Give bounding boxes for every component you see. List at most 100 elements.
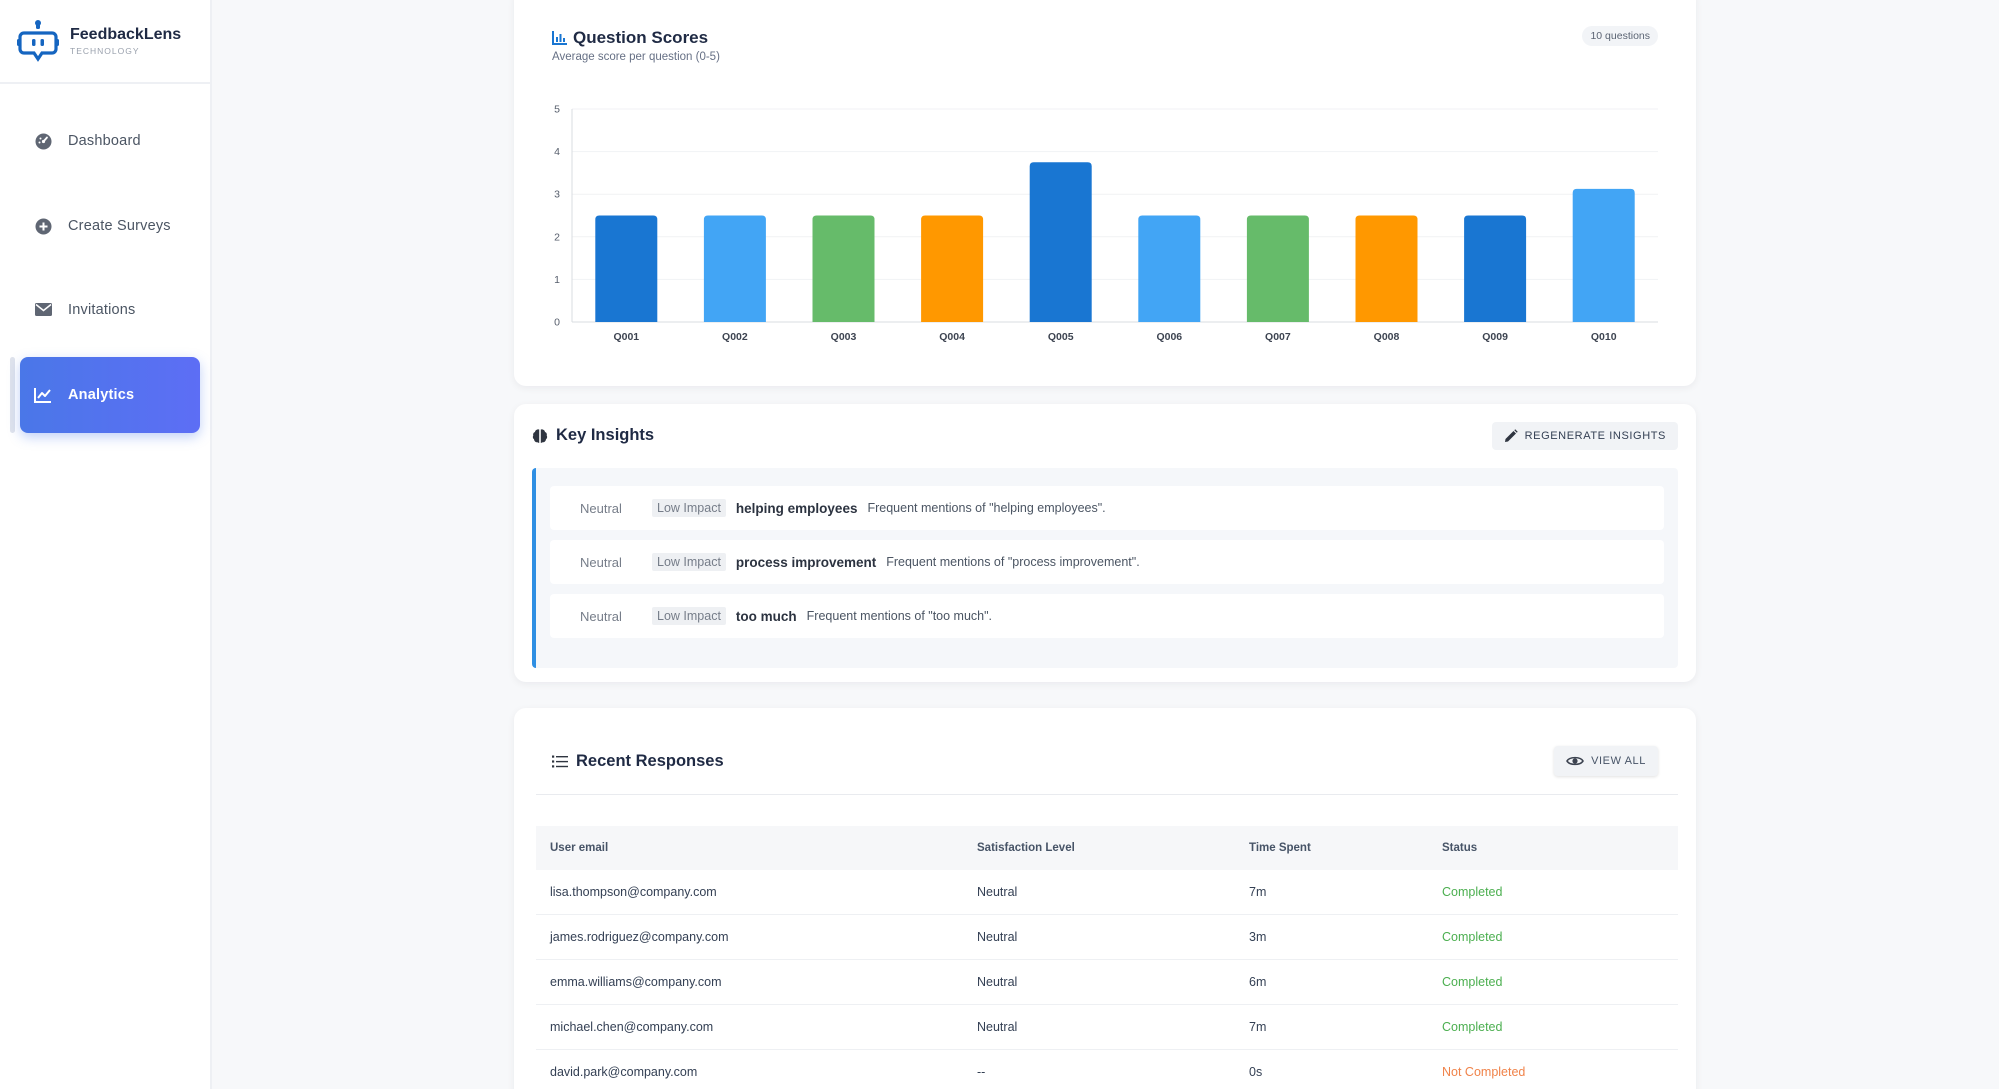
brand[interactable]: FeedbackLens TECHNOLOGY xyxy=(0,0,210,84)
cell-satisfaction: Neutral xyxy=(977,885,1018,899)
nav-item-invitations[interactable]: Invitations xyxy=(20,272,200,348)
cell-status: Completed xyxy=(1442,975,1503,989)
eye-icon xyxy=(1566,755,1584,767)
brand-name: FeedbackLens xyxy=(70,26,182,43)
cell-email: emma.williams@company.com xyxy=(550,975,722,989)
nav-item-dashboard[interactable]: Dashboard xyxy=(20,103,200,179)
view-all-button[interactable]: VIEW ALL xyxy=(1554,746,1658,776)
cell-satisfaction: -- xyxy=(977,1065,986,1079)
sidebar: FeedbackLens TECHNOLOGY Dashboard Create… xyxy=(0,0,212,1089)
cell-satisfaction: Neutral xyxy=(977,930,1018,944)
cell-email: david.park@company.com xyxy=(550,1065,698,1079)
active-indicator xyxy=(10,357,15,433)
y-tick-label: 3 xyxy=(554,189,560,201)
robot-logo-icon xyxy=(17,20,59,62)
insight-item[interactable]: Neutral Low Impact too much Frequent men… xyxy=(550,594,1664,638)
cell-time: 7m xyxy=(1249,885,1267,899)
x-tick-label: Q001 xyxy=(613,331,639,343)
nav-item-analytics[interactable]: Analytics xyxy=(20,357,200,433)
insight-description: Frequent mentions of "helping employees"… xyxy=(867,501,1106,515)
table-header: User email Satisfaction Level Time Spent… xyxy=(536,826,1678,870)
y-tick-label: 0 xyxy=(554,317,560,329)
key-insights-title-text: Key Insights xyxy=(556,426,655,444)
nav-label-invitations: Invitations xyxy=(68,302,136,318)
x-tick-label: Q004 xyxy=(939,331,965,343)
insight-topic: helping employees xyxy=(735,500,858,516)
cell-status: Completed xyxy=(1442,930,1503,944)
list-icon xyxy=(552,755,568,768)
cell-satisfaction: Neutral xyxy=(977,1020,1018,1034)
table-row[interactable]: lisa.thompson@company.com Neutral 7m Com… xyxy=(536,870,1678,915)
column-header-status[interactable]: Status xyxy=(1442,842,1478,854)
x-tick-label: Q005 xyxy=(1048,331,1074,343)
bar xyxy=(1029,162,1092,322)
insight-impact-badge: Low Impact xyxy=(652,607,726,625)
bar xyxy=(1246,215,1309,322)
question-scores-subtitle: Average score per question (0-5) xyxy=(552,51,720,63)
insight-sentiment: Neutral xyxy=(580,608,622,624)
bar xyxy=(1355,215,1418,322)
responses-table: User email Satisfaction Level Time Spent… xyxy=(536,826,1678,1089)
insight-sentiment: Neutral xyxy=(580,500,622,516)
column-header-satisfaction[interactable]: Satisfaction Level xyxy=(977,842,1075,854)
nav-label-analytics: Analytics xyxy=(68,387,135,403)
line-chart-icon xyxy=(34,386,52,404)
recent-responses-card: Recent Responses VIEW ALL User email Sat… xyxy=(514,708,1696,1089)
x-tick-label: Q007 xyxy=(1265,331,1291,343)
cell-satisfaction: Neutral xyxy=(977,975,1018,989)
recent-responses-title-text: Recent Responses xyxy=(576,752,724,770)
regenerate-insights-label: REGENERATE INSIGHTS xyxy=(1524,430,1666,442)
x-tick-label: Q009 xyxy=(1482,331,1508,343)
recent-responses-title: Recent Responses xyxy=(552,752,724,771)
cell-status: Completed xyxy=(1442,1020,1503,1034)
nav-label-create-surveys: Create Surveys xyxy=(68,218,171,234)
y-tick-label: 1 xyxy=(554,274,560,286)
question-scores-chart: 0 1 2 3 4 5 Q001 Q002 Q003 Q004 Q005 Q006 Q007 Q008 Q0… xyxy=(554,104,1658,343)
bar xyxy=(1464,215,1527,322)
cell-email: lisa.thompson@company.com xyxy=(550,885,717,899)
table-row[interactable]: david.park@company.com -- 0s Not Complet… xyxy=(536,1050,1678,1089)
table-row[interactable]: james.rodriguez@company.com Neutral 3m C… xyxy=(536,915,1678,960)
y-tick-label: 2 xyxy=(554,231,560,243)
brain-icon xyxy=(532,428,548,444)
bar xyxy=(1572,188,1635,322)
bar xyxy=(703,215,766,322)
regenerate-insights-button[interactable]: REGENERATE INSIGHTS xyxy=(1491,422,1678,450)
bar-chart-icon xyxy=(552,31,567,45)
insights-list: Neutral Low Impact helping employees Fre… xyxy=(532,468,1678,668)
insight-item[interactable]: Neutral Low Impact process improvement F… xyxy=(550,540,1664,584)
column-header-time-spent[interactable]: Time Spent xyxy=(1249,842,1311,854)
x-tick-label: Q010 xyxy=(1591,331,1617,343)
insight-topic: process improvement xyxy=(735,554,877,570)
key-insights-card: Key Insights REGENERATE INSIGHTS Neutral… xyxy=(514,404,1696,682)
insight-sentiment: Neutral xyxy=(580,554,622,570)
x-tick-label: Q003 xyxy=(831,331,857,343)
column-header-user-email[interactable]: User email xyxy=(550,842,609,854)
divider xyxy=(536,794,1678,795)
y-tick-label: 4 xyxy=(554,146,560,158)
brand-subtitle: TECHNOLOGY xyxy=(70,46,140,56)
cell-time: 6m xyxy=(1249,975,1267,989)
x-tick-label: Q008 xyxy=(1374,331,1400,343)
insight-item[interactable]: Neutral Low Impact helping employees Fre… xyxy=(550,486,1664,530)
question-scores-title: Question Scores xyxy=(552,28,720,48)
y-tick-label: 5 xyxy=(554,104,560,116)
table-row[interactable]: emma.williams@company.com Neutral 6m Com… xyxy=(536,960,1678,1005)
question-scores-card: Question Scores Average score per questi… xyxy=(514,0,1696,386)
bar xyxy=(921,215,984,322)
add-circle-icon xyxy=(34,217,52,235)
cell-email: michael.chen@company.com xyxy=(550,1020,714,1034)
insight-impact-badge: Low Impact xyxy=(652,499,726,517)
table-row[interactable]: michael.chen@company.com Neutral 7m Comp… xyxy=(536,1005,1678,1050)
insight-impact-badge: Low Impact xyxy=(652,553,726,571)
view-all-label: VIEW ALL xyxy=(1591,755,1646,767)
cell-time: 3m xyxy=(1249,930,1267,944)
insight-description: Frequent mentions of "process improvemen… xyxy=(886,555,1140,569)
dashboard-icon xyxy=(34,132,52,150)
nav-label-dashboard: Dashboard xyxy=(68,133,141,149)
envelope-icon xyxy=(34,301,52,319)
nav-item-create-surveys[interactable]: Create Surveys xyxy=(20,188,200,264)
pencil-icon xyxy=(1504,429,1518,443)
bar xyxy=(595,215,658,322)
cell-time: 0s xyxy=(1249,1065,1263,1079)
